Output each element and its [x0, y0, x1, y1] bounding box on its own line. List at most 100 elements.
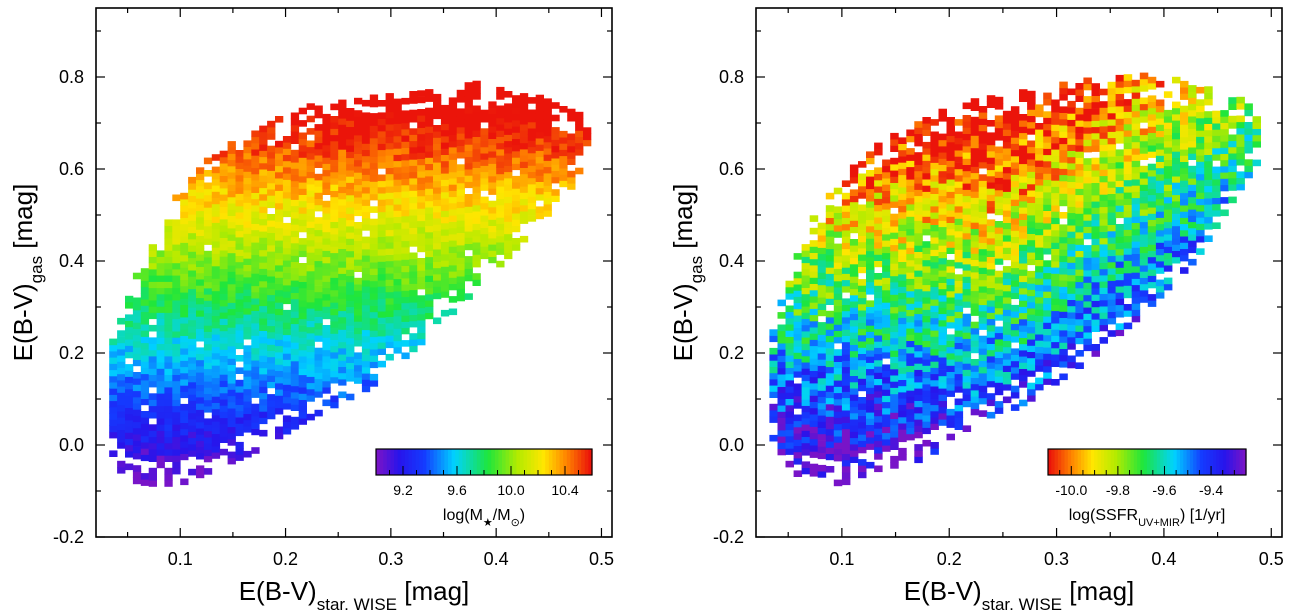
heatmap-cell — [1010, 186, 1020, 194]
heatmap-cell — [922, 284, 931, 292]
heatmap-cell — [970, 191, 980, 198]
heatmap-cell — [290, 298, 300, 306]
heatmap-cell — [1002, 110, 1012, 118]
heatmap-cell — [109, 388, 118, 395]
heatmap-cell — [346, 244, 355, 252]
heatmap-cell — [385, 117, 394, 125]
heatmap-cell — [809, 451, 819, 458]
heatmap-cell — [172, 337, 181, 344]
heatmap-cell — [874, 210, 883, 218]
heatmap-cell — [227, 308, 236, 316]
colorbar-segment — [1107, 449, 1112, 475]
heatmap-cell — [235, 237, 244, 244]
heatmap-cell — [298, 107, 307, 115]
heatmap-cell — [1035, 383, 1044, 391]
heatmap-cell — [914, 201, 923, 209]
heatmap-cell — [219, 194, 228, 201]
heatmap-cell — [890, 139, 899, 146]
heatmap-cell — [401, 141, 410, 148]
heatmap-cell — [1083, 307, 1092, 314]
heatmap-cell — [338, 354, 347, 361]
heatmap-cell — [259, 169, 268, 176]
heatmap-cell — [1147, 83, 1157, 90]
heatmap-cell — [1204, 123, 1213, 131]
heatmap-cell — [227, 283, 236, 291]
heatmap-cell — [970, 321, 980, 329]
heatmap-cell — [1196, 161, 1205, 168]
heatmap-cell — [906, 259, 915, 267]
heatmap-cell — [994, 208, 1004, 216]
heatmap-cell — [188, 189, 197, 196]
heatmap-cell — [330, 147, 339, 154]
heatmap-cell — [1067, 138, 1076, 145]
heatmap-cell — [882, 165, 891, 173]
heatmap-cell — [575, 130, 584, 137]
heatmap-cell — [235, 218, 244, 225]
heatmap-cell — [369, 156, 379, 164]
heatmap-cell — [1002, 141, 1012, 149]
heatmap-cell — [914, 257, 923, 265]
heatmap-cell — [519, 124, 529, 131]
heatmap-cell — [551, 158, 560, 165]
heatmap-cell — [464, 256, 473, 263]
heatmap-cell — [132, 403, 142, 410]
heatmap-cell — [882, 345, 891, 353]
heatmap-cell — [777, 361, 786, 369]
heatmap-cell — [858, 322, 867, 330]
heatmap-cell — [290, 211, 300, 219]
heatmap-cell — [314, 198, 323, 206]
heatmap-cell — [825, 341, 835, 349]
heatmap-cell — [330, 240, 339, 247]
heatmap-cell — [251, 347, 260, 355]
heatmap-cell — [777, 392, 786, 400]
heatmap-cell — [361, 304, 371, 312]
heatmap-cell — [962, 270, 972, 277]
heatmap-cell — [1123, 155, 1133, 162]
heatmap-cell — [833, 479, 843, 487]
heatmap-cell — [354, 135, 363, 142]
heatmap-cell — [1155, 223, 1165, 231]
heatmap-cell — [841, 261, 851, 268]
heatmap-cell — [567, 158, 576, 165]
heatmap-cell — [330, 184, 339, 191]
heatmap-cell — [946, 433, 955, 441]
heatmap-cell — [140, 342, 150, 350]
heatmap-cell — [1083, 325, 1092, 333]
heatmap-cell — [1002, 346, 1012, 354]
heatmap-cell — [1107, 224, 1117, 232]
heatmap-cell — [777, 405, 786, 412]
heatmap-cell — [1091, 95, 1100, 103]
heatmap-cell — [801, 424, 811, 431]
heatmap-cell — [1172, 238, 1181, 245]
heatmap-cell — [890, 300, 899, 308]
panel-2: 0.1 0.2 0.3 0.4 0.5-0.20.00.20.40.60.8E(B-V)… — [668, 7, 1284, 610]
heatmap-cell — [1010, 261, 1020, 269]
heatmap-cell — [322, 331, 331, 338]
heatmap-cell — [906, 284, 915, 292]
heatmap-cell — [986, 231, 996, 239]
heatmap-cell — [1107, 181, 1117, 188]
heatmap-cell — [1188, 240, 1197, 247]
heatmap-cell — [109, 413, 118, 420]
heatmap-cell — [148, 269, 157, 276]
heatmap-cell — [1115, 279, 1125, 287]
heatmap-cell — [994, 221, 1004, 228]
heatmap-cell — [825, 292, 835, 299]
heatmap-cell — [1107, 330, 1117, 337]
colorbar-segment — [498, 449, 503, 475]
heatmap-cell — [1002, 284, 1012, 292]
heatmap-cell — [1204, 223, 1213, 230]
heatmap-cell — [440, 260, 450, 267]
heatmap-cell — [385, 211, 394, 218]
heatmap-cell — [259, 311, 268, 319]
heatmap-cell — [1043, 241, 1052, 249]
heatmap-cell — [409, 289, 418, 297]
heatmap-cell — [930, 423, 939, 430]
heatmap-cell — [1123, 99, 1133, 106]
heatmap-cell — [164, 244, 173, 251]
heatmap-cell — [464, 144, 473, 151]
heatmap-cell — [1051, 149, 1060, 156]
heatmap-cell — [172, 256, 181, 264]
heatmap-cell — [330, 165, 339, 173]
heatmap-cell — [1155, 180, 1165, 187]
